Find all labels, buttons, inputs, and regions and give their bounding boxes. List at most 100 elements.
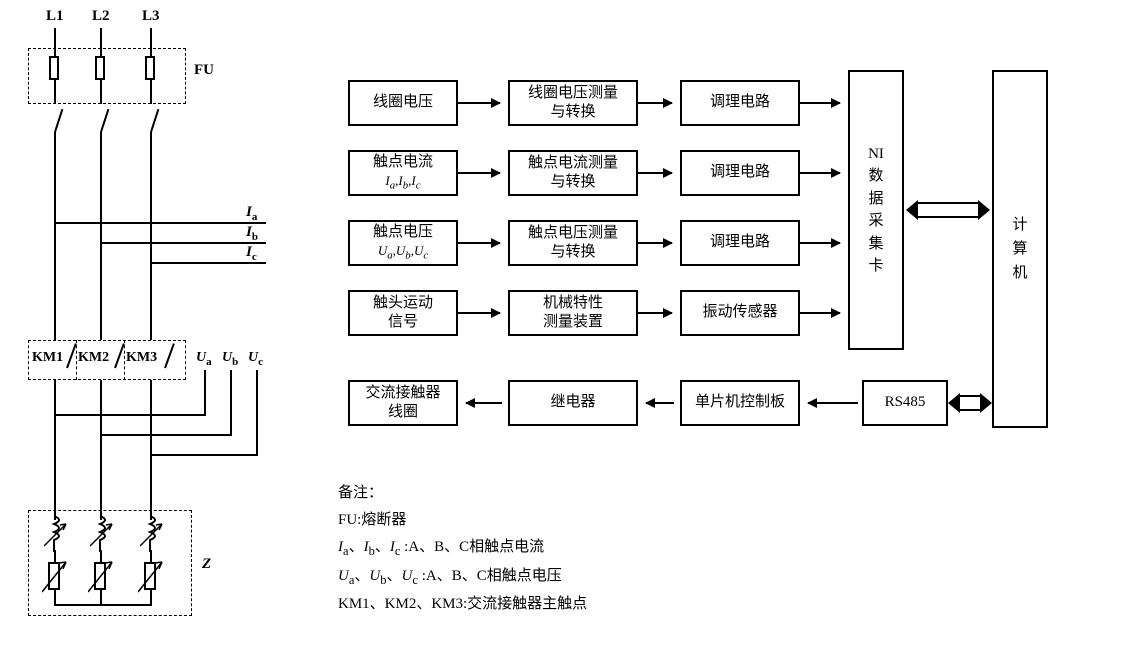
notes-block: 备注： FU:熔断器 Ia、Ib、Ic :A、B、C相触点电流 Ua、Ub、Uc… bbox=[338, 480, 587, 618]
contactor-coil-box: 交流接触器 线圈 bbox=[348, 380, 458, 426]
wire bbox=[150, 132, 152, 264]
wire bbox=[150, 454, 256, 456]
wire bbox=[54, 48, 56, 56]
wire bbox=[150, 550, 152, 564]
arrow-icon bbox=[42, 558, 70, 594]
arrow-icon bbox=[638, 242, 672, 244]
ic-label: Ic bbox=[246, 244, 257, 263]
notes-km: KM1、KM2、KM3:交流接触器主触点 bbox=[338, 591, 587, 618]
wire bbox=[54, 414, 204, 416]
arrow-icon bbox=[638, 312, 672, 314]
wire bbox=[54, 414, 56, 520]
z-label: Z bbox=[202, 556, 211, 573]
coil-voltage-box: 线圈电压 bbox=[348, 80, 458, 126]
fu-label: FU bbox=[194, 62, 214, 79]
inductor-icon bbox=[44, 516, 70, 552]
arrow-icon bbox=[458, 102, 500, 104]
motion-signal-box: 触头运动 信号 bbox=[348, 290, 458, 336]
km2-label: KM2 bbox=[78, 350, 109, 366]
divider bbox=[124, 340, 125, 380]
fuse-icon bbox=[145, 56, 155, 80]
wire bbox=[54, 222, 266, 224]
uc-label: Uc bbox=[248, 350, 263, 368]
conditioning-box-2: 调理电路 bbox=[680, 150, 800, 196]
wire bbox=[100, 434, 230, 436]
wire bbox=[150, 380, 152, 456]
contact-voltage-meas-box: 触点电压测量 与转换 bbox=[508, 220, 638, 266]
ua-label: Ua bbox=[196, 350, 212, 368]
row2-title: 触点电流 bbox=[373, 154, 433, 170]
wire bbox=[54, 604, 152, 606]
arrow-icon bbox=[458, 312, 500, 314]
wire bbox=[54, 80, 56, 104]
conditioning-box-1: 调理电路 bbox=[680, 80, 800, 126]
wire bbox=[100, 48, 102, 56]
conditioning-box-3: 调理电路 bbox=[680, 220, 800, 266]
contact-voltage-box: 触点电压Ua,Ub,Uc bbox=[348, 220, 458, 266]
wire bbox=[100, 242, 102, 340]
phase-l2: L2 bbox=[92, 8, 110, 25]
arrow-icon bbox=[800, 312, 840, 314]
km3-label: KM3 bbox=[126, 350, 157, 366]
arrow-icon bbox=[800, 242, 840, 244]
wire bbox=[204, 370, 206, 416]
notes-head: 备注： bbox=[338, 480, 587, 507]
wire bbox=[100, 434, 102, 520]
inductor-icon bbox=[140, 516, 166, 552]
wire bbox=[54, 590, 56, 604]
arrow-icon bbox=[138, 558, 166, 594]
arrow-icon bbox=[88, 558, 116, 594]
fuse-icon bbox=[95, 56, 105, 80]
wire bbox=[256, 370, 258, 456]
wire bbox=[150, 80, 152, 104]
ib-label: Ib bbox=[246, 224, 258, 243]
double-arrow-icon bbox=[958, 395, 982, 411]
switch-icon bbox=[54, 109, 63, 132]
arrow-icon bbox=[466, 402, 502, 404]
arrow-icon bbox=[458, 242, 500, 244]
switch-icon bbox=[100, 109, 109, 132]
notes-fu: FU:熔断器 bbox=[338, 507, 587, 534]
wire bbox=[150, 590, 152, 604]
wire bbox=[100, 132, 102, 244]
wire bbox=[230, 370, 232, 436]
contact-current-meas-box: 触点电流测量 与转换 bbox=[508, 150, 638, 196]
wire bbox=[54, 132, 56, 224]
fuse-icon bbox=[49, 56, 59, 80]
wire bbox=[54, 222, 56, 340]
mech-meas-box: 机械特性 测量装置 bbox=[508, 290, 638, 336]
notes-u: Ua、Ub、Uc :A、B、C相触点电压 bbox=[338, 563, 587, 592]
relay-box: 继电器 bbox=[508, 380, 638, 426]
vibration-sensor-box: 振动传感器 bbox=[680, 290, 800, 336]
km1-label: KM1 bbox=[32, 350, 63, 366]
arrow-icon bbox=[458, 172, 500, 174]
arrow-icon bbox=[646, 402, 674, 404]
wire bbox=[54, 380, 56, 416]
wire bbox=[100, 550, 102, 564]
computer-box: 计算机 bbox=[992, 70, 1048, 428]
wire bbox=[100, 80, 102, 104]
arrow-icon bbox=[638, 102, 672, 104]
switch-icon bbox=[150, 109, 159, 132]
ia-label: Ia bbox=[246, 204, 257, 223]
wire bbox=[150, 262, 152, 340]
wire bbox=[100, 380, 102, 436]
ni-daq-box: NI数据采集卡 bbox=[848, 70, 904, 350]
arrow-icon bbox=[808, 402, 858, 404]
notes-i: Ia、Ib、Ic :A、B、C相触点电流 bbox=[338, 534, 587, 563]
wire bbox=[150, 48, 152, 56]
coil-voltage-meas-box: 线圈电压测量 与转换 bbox=[508, 80, 638, 126]
wire bbox=[54, 550, 56, 564]
rs485-box: RS485 bbox=[862, 380, 948, 426]
phase-l3: L3 bbox=[142, 8, 160, 25]
arrow-icon bbox=[800, 172, 840, 174]
row3-title: 触点电压 bbox=[373, 224, 433, 240]
divider bbox=[76, 340, 77, 380]
double-arrow-icon bbox=[916, 202, 980, 218]
mcu-board-box: 单片机控制板 bbox=[680, 380, 800, 426]
contact-current-box: 触点电流Ia,Ib,Ic bbox=[348, 150, 458, 196]
inductor-icon bbox=[90, 516, 116, 552]
wire bbox=[100, 242, 266, 244]
phase-l1: L1 bbox=[46, 8, 64, 25]
ub-label: Ub bbox=[222, 350, 238, 368]
